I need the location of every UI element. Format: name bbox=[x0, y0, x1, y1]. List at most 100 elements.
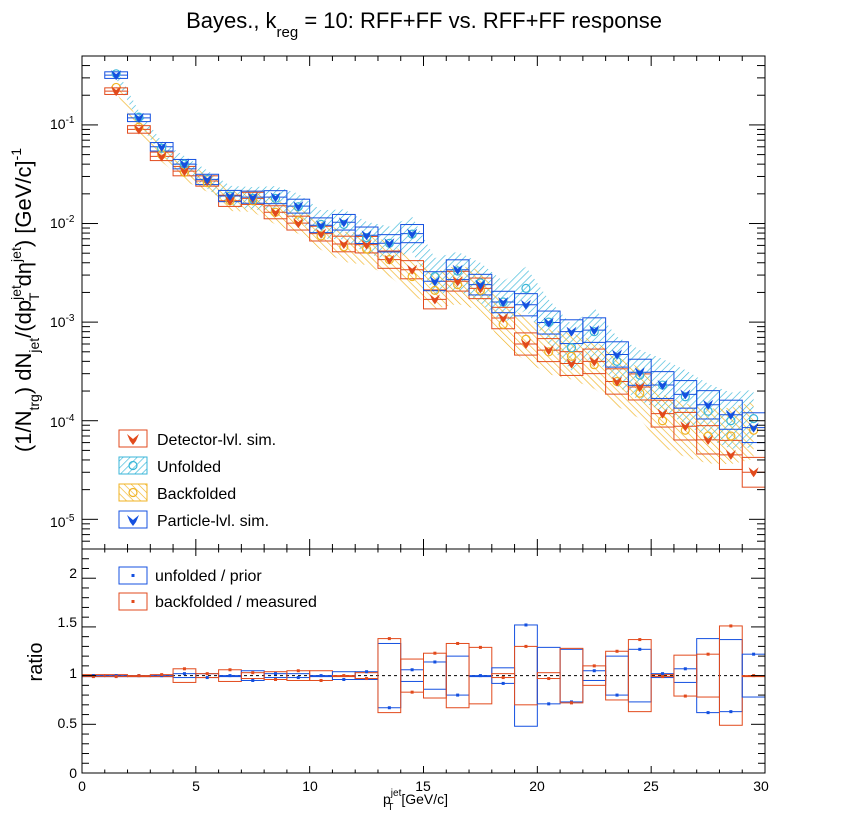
backfolded-marker bbox=[726, 431, 736, 441]
backfolded-measured-marker bbox=[228, 668, 232, 672]
legend-entry-unfolded-prior: unfolded / prior bbox=[118, 566, 262, 585]
backfolded-measured-marker bbox=[433, 651, 437, 655]
particle-marker bbox=[361, 230, 372, 241]
particle-marker bbox=[520, 299, 531, 310]
backfolded-measured-marker bbox=[160, 673, 164, 677]
top-ytick-label: 10-2 bbox=[50, 214, 75, 231]
backfolded-measured-marker bbox=[410, 690, 414, 694]
particle-marker bbox=[407, 228, 418, 239]
legend-swatch-backfolded-measured bbox=[118, 592, 148, 611]
detector-marker bbox=[179, 166, 190, 177]
legend-marker-unfolded bbox=[128, 460, 138, 471]
detector-marker bbox=[657, 408, 668, 419]
legend-swatch-unfolded-prior bbox=[118, 566, 148, 585]
unfolded-prior-marker bbox=[501, 681, 505, 685]
particle-marker bbox=[133, 112, 144, 123]
detector-marker bbox=[520, 338, 531, 349]
backfolded-marker bbox=[566, 351, 577, 361]
particle-marker bbox=[566, 326, 577, 337]
legend-swatch-detector bbox=[118, 429, 148, 448]
unfolded-prior-marker bbox=[683, 667, 687, 671]
bottom-ytick-label: 1.5 bbox=[58, 614, 78, 630]
particle-marker bbox=[224, 191, 235, 202]
bottom-legend: unfolded / prior backfolded / measured bbox=[118, 566, 317, 611]
backfolded-measured-marker bbox=[274, 678, 278, 682]
detector-marker bbox=[452, 276, 463, 287]
legend-label-backfolded-measured: backfolded / measured bbox=[155, 594, 317, 611]
detector-marker bbox=[498, 313, 509, 324]
unfolded-prior-marker bbox=[478, 674, 482, 678]
backfolded-measured-marker bbox=[615, 649, 619, 653]
particle-marker bbox=[111, 70, 122, 81]
top-ytick-label: 10-1 bbox=[50, 115, 75, 132]
unfolded-prior-marker bbox=[547, 702, 551, 706]
legend-label-detector: Detector-lvl. sim. bbox=[157, 432, 276, 449]
backfolded-measured-marker bbox=[387, 637, 391, 641]
backfolded-measured-marker bbox=[592, 664, 596, 668]
unfolded-prior-marker bbox=[319, 674, 323, 678]
unfolded-marker bbox=[749, 414, 759, 424]
detector-marker bbox=[338, 238, 349, 249]
particle-marker bbox=[293, 201, 304, 212]
backfolded-measured-marker bbox=[91, 675, 95, 679]
backfolded-marker bbox=[316, 231, 326, 241]
detector-marker bbox=[316, 228, 327, 239]
xtick-label: 30 bbox=[753, 778, 769, 794]
bottom-ytick-label: 1 bbox=[69, 665, 77, 681]
particle-marker bbox=[156, 141, 167, 152]
bottom-ytick-label: 0 bbox=[69, 765, 77, 781]
detector-marker bbox=[111, 86, 122, 97]
backfolded-measured-marker bbox=[365, 677, 369, 681]
particle-marker bbox=[338, 217, 349, 228]
detector-marker bbox=[680, 421, 691, 432]
detector-marker bbox=[566, 358, 577, 369]
bottom-ticks bbox=[81, 549, 766, 774]
xtick-label: 15 bbox=[415, 778, 431, 794]
particle-marker bbox=[475, 279, 486, 290]
backfolded-marker bbox=[339, 242, 349, 252]
legend-marker-detector bbox=[127, 434, 139, 445]
unfolded-prior-marker bbox=[706, 711, 710, 715]
legend-entry-backfolded: Backfolded bbox=[118, 483, 236, 503]
unfolded-prior-marker bbox=[410, 668, 414, 672]
unfolded-prior-marker bbox=[615, 693, 619, 697]
particle-marker bbox=[680, 389, 691, 400]
particle-marker bbox=[247, 192, 258, 203]
unfolded-prior-marker bbox=[296, 676, 300, 680]
particle-marker bbox=[270, 192, 281, 203]
bottom-panel: 0 0.5 1 1.5 2 ratio unfolded / prior bac… bbox=[25, 548, 766, 781]
unfolded-marker bbox=[635, 370, 645, 380]
backfolded-measured-marker bbox=[661, 675, 665, 679]
unfolded-marker bbox=[453, 266, 463, 276]
backfolded-measured-marker bbox=[547, 677, 551, 681]
detector-marker bbox=[156, 151, 167, 162]
unfolded-prior-marker bbox=[524, 623, 528, 627]
unfolded-marker bbox=[521, 283, 531, 293]
unfolded-marker bbox=[270, 193, 281, 203]
xtick-label: 10 bbox=[302, 778, 318, 794]
legend-marker-backfolded-measured bbox=[131, 600, 135, 603]
backfolded-measured-marker bbox=[137, 674, 141, 678]
unfolded-prior-marker bbox=[638, 647, 642, 651]
backfolded-measured-marker bbox=[182, 667, 186, 671]
bottom-markers bbox=[91, 623, 756, 715]
unfolded-marker bbox=[680, 392, 690, 402]
unfolded-prior-marker bbox=[752, 652, 756, 656]
backfolded-measured-marker bbox=[114, 675, 118, 679]
unfolded-prior-marker bbox=[661, 672, 665, 676]
top-ytick-label: 10-3 bbox=[50, 313, 75, 330]
legend-label-unfolded-prior: unfolded / prior bbox=[155, 568, 262, 585]
top-ytick-label: 10-5 bbox=[50, 513, 75, 530]
detector-marker bbox=[384, 254, 395, 265]
unfolded-marker bbox=[157, 143, 167, 153]
unfolded-prior-marker bbox=[228, 674, 232, 678]
detector-marker bbox=[543, 345, 554, 356]
particle-marker bbox=[748, 422, 759, 433]
detector-marker bbox=[589, 356, 600, 367]
top-y-axis-label: (1/Ntrg) dNjet/(dpjet T dηjet) [GeV/c]-1 bbox=[8, 148, 42, 452]
detector-marker bbox=[634, 381, 645, 392]
bottom-y-axis-label: ratio bbox=[25, 643, 47, 682]
legend-swatch-unfolded bbox=[118, 456, 148, 475]
backfolded-measured-marker bbox=[296, 669, 300, 673]
unfolded-prior-marker bbox=[274, 672, 278, 676]
